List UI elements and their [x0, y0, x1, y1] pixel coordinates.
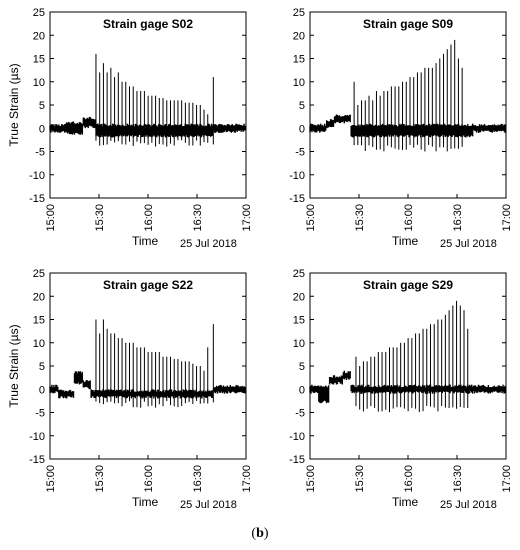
y-tick-label: 15: [33, 54, 45, 66]
y-tick-label: -10: [289, 170, 305, 182]
x-tick-label: 16:30: [452, 204, 464, 232]
series-spikes: [95, 319, 214, 408]
series-spikes: [95, 53, 214, 147]
chart-title: Strain gage S09: [363, 17, 453, 31]
y-tick-label: 20: [33, 30, 45, 42]
y-tick-label: -10: [29, 170, 45, 182]
y-tick-label: 0: [39, 123, 45, 135]
y-tick-label: 5: [39, 361, 45, 373]
x-tick-label: 16:00: [403, 204, 415, 232]
series-baseline: [309, 114, 506, 138]
date-label: 25 Jul 2018: [440, 499, 497, 511]
x-tick-label: 17:00: [241, 204, 253, 232]
y-tick-label: 0: [39, 384, 45, 396]
chart-panel-3: -15 -10 -5 0 5 10 15 20 25 15:00 15:30 16:00 16:30 17…: [7, 268, 253, 511]
x-tick-label: 17:00: [241, 465, 253, 493]
date-label: 25 Jul 2018: [180, 238, 237, 250]
x-tick-label: 15:30: [354, 204, 366, 232]
x-tick-label: 16:30: [192, 204, 204, 232]
y-tick-label: 25: [33, 268, 45, 280]
chart-panel-2: -15 -10 -5 0 5 10 15 20 25 15:00 15:30 16:00 16:30 17…: [289, 7, 513, 250]
x-axis-label: Time: [392, 495, 419, 509]
y-tick-label: 15: [33, 315, 45, 327]
x-tick-label: 15:00: [45, 465, 57, 493]
y-tick-label: 15: [293, 315, 305, 327]
y-tick-label: -5: [295, 147, 305, 159]
x-axis-label: Time: [132, 234, 159, 248]
x-tick-label: 15:30: [94, 465, 106, 493]
x-tick-label: 16:00: [143, 465, 155, 493]
y-tick-label: -5: [295, 408, 305, 420]
y-tick-label: -15: [289, 454, 305, 466]
chart-panel-1: -15 -10 -5 0 5 10 15 20 25 15:00 15:30 16:00 16:30 17…: [7, 7, 253, 250]
y-tick-label: 0: [299, 384, 305, 396]
y-axis-label: True Strain (µs): [7, 324, 21, 407]
y-tick-label: -5: [35, 408, 45, 420]
x-tick-label: 15:00: [305, 204, 317, 232]
y-tick-label: 10: [293, 338, 305, 350]
x-tick-label: 15:00: [45, 204, 57, 232]
y-tick-label: 25: [33, 7, 45, 19]
y-tick-label: 5: [299, 100, 305, 112]
x-tick-label: 15:30: [94, 204, 106, 232]
y-tick-label: 5: [39, 100, 45, 112]
figure-canvas: -15 -10 -5 0 5 10 15 20 25 15:00 15:30 16:00 16:30 17…: [7, 7, 513, 511]
y-tick-label: -15: [29, 193, 45, 205]
y-tick-label: -10: [29, 431, 45, 443]
series-baseline: [49, 371, 246, 399]
date-label: 25 Jul 2018: [440, 238, 497, 250]
chart-title: Strain gage S29: [363, 278, 453, 292]
chart-title: Strain gage S02: [103, 17, 193, 31]
x-tick-label: 17:00: [501, 204, 513, 232]
y-tick-label: 20: [293, 291, 305, 303]
x-tick-label: 15:00: [305, 465, 317, 493]
caption-letter: b: [256, 526, 264, 541]
y-tick-label: 25: [293, 268, 305, 280]
x-tick-label: 16:00: [403, 465, 415, 493]
y-tick-label: -5: [35, 147, 45, 159]
y-tick-label: -15: [29, 454, 45, 466]
chart-panel-4: -15 -10 -5 0 5 10 15 20 25 15:00 15:30 16:00 16:30 17…: [289, 268, 513, 511]
y-tick-label: 10: [33, 338, 45, 350]
series-baseline: [309, 370, 506, 404]
x-tick-label: 16:00: [143, 204, 155, 232]
chart-title: Strain gage S22: [103, 278, 193, 292]
y-tick-label: 10: [33, 77, 45, 89]
y-axis-label: True Strain (µs): [7, 63, 21, 146]
x-tick-label: 16:30: [452, 465, 464, 493]
series-baseline: [49, 116, 246, 138]
x-tick-label: 16:30: [192, 465, 204, 493]
caption-open: (: [251, 526, 257, 541]
y-tick-label: 20: [33, 291, 45, 303]
x-tick-label: 15:30: [354, 465, 366, 493]
x-tick-label: 17:00: [501, 465, 513, 493]
series-spikes: [353, 39, 463, 152]
y-tick-label: -10: [289, 431, 305, 443]
y-tick-label: -15: [289, 193, 305, 205]
y-tick-label: 10: [293, 77, 305, 89]
series-spikes: [355, 300, 469, 413]
y-tick-label: 5: [299, 361, 305, 373]
x-axis-label: Time: [132, 495, 159, 509]
figure-caption: (b): [0, 526, 520, 542]
y-tick-label: 20: [293, 30, 305, 42]
axes-frame: [309, 11, 507, 199]
y-tick-label: 25: [293, 7, 305, 19]
x-axis-label: Time: [392, 234, 419, 248]
date-label: 25 Jul 2018: [180, 499, 237, 511]
y-tick-label: 0: [299, 123, 305, 135]
y-tick-label: 15: [293, 54, 305, 66]
caption-close: ): [263, 526, 269, 541]
